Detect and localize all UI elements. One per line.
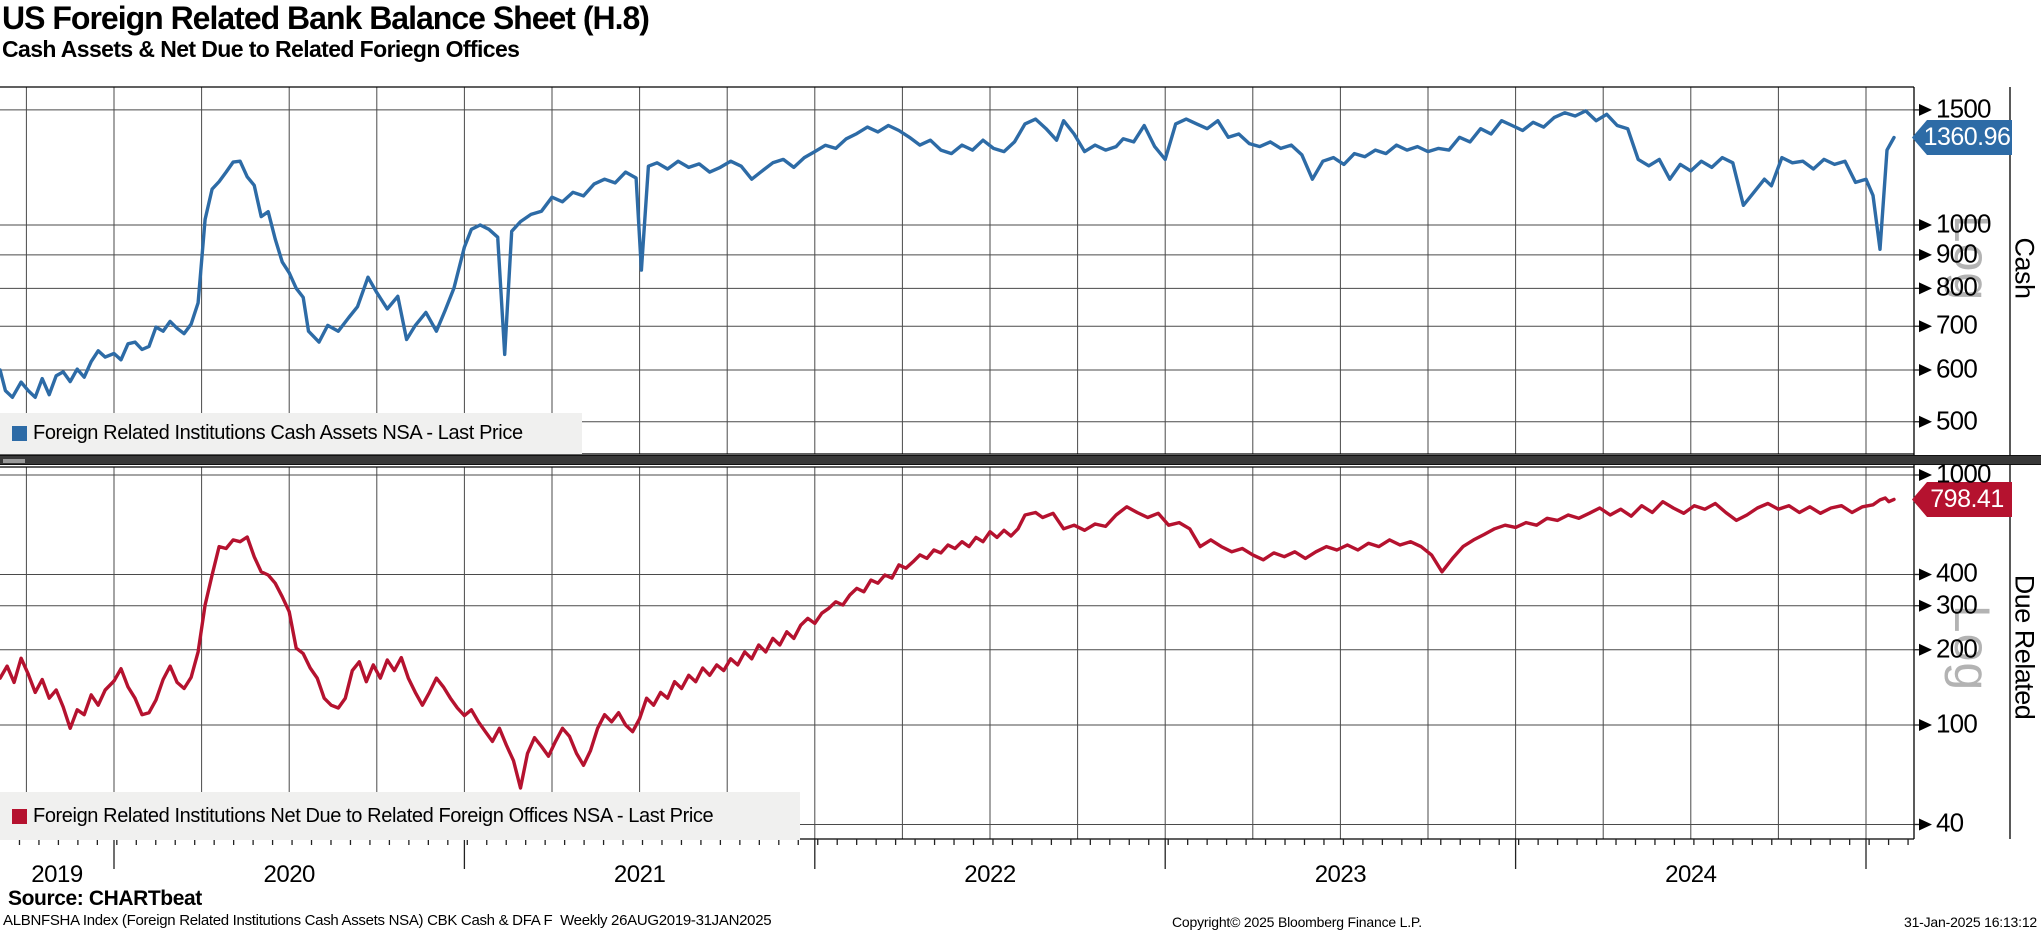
tick-arrow-icon	[1919, 818, 1932, 831]
tick-arrow-icon	[1919, 103, 1932, 116]
timestamp: 31-Jan-2025 16:13:12	[1904, 914, 2037, 930]
panel-splitter[interactable]	[0, 455, 2041, 465]
copyright-note: Copyright© 2025 Bloomberg Finance L.P.	[1172, 914, 1422, 930]
tick-arrow-icon	[1919, 320, 1932, 333]
series-top	[0, 109, 1896, 399]
tick-arrow-icon	[1919, 282, 1932, 295]
y-axis-tick-label: 400	[1936, 557, 1978, 588]
ticker-meta-line: ALBNFSHA Index (Foreign Related Institut…	[3, 912, 772, 929]
y-axis-tick-label: 1000	[1936, 458, 1991, 489]
legend-net-due[interactable]: Foreign Related Institutions Net Due to …	[0, 792, 800, 840]
last-price-value: 1360.96	[1923, 123, 2011, 152]
y-axis-title-cash: Cash	[2009, 237, 2040, 299]
tick-arrow-icon	[1919, 643, 1932, 656]
y-axis-tick-label: 1500	[1936, 93, 1991, 124]
tick-arrow-icon	[1919, 364, 1932, 377]
tick-arrow-icon	[1919, 568, 1932, 581]
x-axis-year-label: 2020	[263, 861, 315, 888]
y-axis-tick-label: 200	[1936, 632, 1978, 663]
tick-arrow-icon	[1919, 219, 1932, 231]
source-note: Source: CHARTbeat	[8, 887, 202, 910]
y-axis-title-due-related: Due Related	[2009, 574, 2040, 720]
last-price-value: 798.41	[1930, 484, 2004, 513]
tick-arrow-icon	[1919, 248, 1932, 261]
legend-label: Foreign Related Institutions Net Due to …	[33, 804, 714, 827]
blue-square-icon	[12, 426, 27, 441]
x-axis-year-label: 2023	[1314, 861, 1367, 888]
series-bottom	[0, 496, 1896, 790]
y-axis-tick-label: 1000	[1936, 208, 1991, 239]
splitter-handle-icon	[3, 459, 25, 463]
y-axis-tick-label: 900	[1936, 238, 1978, 269]
y-axis-tick-label: 100	[1936, 708, 1978, 739]
x-axis-year-label: 2022	[964, 861, 1016, 888]
y-axis-tick-label: 700	[1936, 309, 1978, 340]
x-axis-year-label: 2024	[1665, 861, 1717, 888]
y-axis-tick-label: 40	[1936, 807, 1964, 838]
page-title: US Foreign Related Bank Balance Sheet (H…	[2, 0, 650, 36]
y-axis-tick-label: 500	[1936, 405, 1978, 436]
legend-cash-assets[interactable]: Foreign Related Institutions Cash Assets…	[0, 413, 582, 454]
red-square-icon	[12, 808, 27, 824]
tick-arrow-icon	[1919, 719, 1932, 731]
tick-arrow-icon	[1919, 415, 1932, 428]
last-price-badge-cash: 1360.96	[1912, 120, 2012, 156]
last-price-badge-due: 798.41	[1912, 481, 2012, 517]
x-axis-year-label: 2021	[613, 861, 666, 888]
tick-arrow-icon	[1919, 599, 1932, 612]
y-axis-tick-label: 600	[1936, 353, 1978, 384]
x-axis-year-label: 2019	[31, 861, 83, 888]
tick-arrow-icon	[1919, 469, 1932, 481]
page-subtitle: Cash Assets & Net Due to Related Foriegn…	[2, 36, 520, 62]
y-axis-tick-label: 800	[1936, 271, 1978, 302]
y-axis-tick-label: 300	[1936, 588, 1978, 619]
legend-label: Foreign Related Institutions Cash Assets…	[33, 422, 523, 444]
